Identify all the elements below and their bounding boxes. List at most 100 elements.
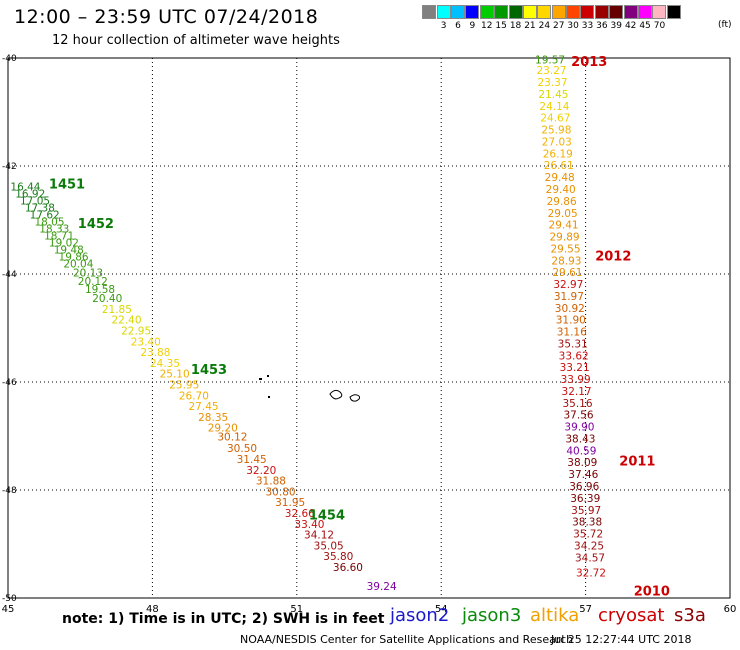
scale-color — [609, 5, 624, 19]
pass-number-label: 1451 — [49, 178, 85, 193]
scale-swatch: 36 — [594, 5, 609, 32]
wave-height-label: 19.02 — [49, 237, 79, 249]
scale-swatch: 39 — [609, 5, 624, 32]
scale-swatch: 9 — [465, 5, 480, 32]
scale-color — [666, 5, 681, 19]
wave-height-label: 25.10 — [160, 369, 190, 381]
scale-label: 27 — [552, 21, 565, 31]
wave-height-label: 32.17 — [562, 386, 592, 398]
wave-height-label: 40.59 — [566, 445, 596, 457]
scale-swatch: 12 — [479, 5, 494, 32]
wave-height-label: 24.67 — [540, 113, 570, 125]
scale-label: 39 — [610, 21, 622, 31]
scale-label: 45 — [639, 21, 651, 31]
wave-height-label: 30.80 — [266, 486, 296, 498]
wave-height-label: 29.55 — [550, 243, 580, 255]
wave-height-label: 21.45 — [538, 89, 568, 101]
wave-height-label: 29.86 — [547, 196, 577, 208]
wave-height-label: 16.44 — [10, 181, 40, 193]
scale-swatch: 70 — [652, 5, 667, 32]
scale-color — [623, 5, 638, 19]
wave-height-label: 37.56 — [563, 410, 593, 422]
scale-color — [436, 5, 451, 19]
scale-swatch: 18 — [508, 5, 523, 32]
scale-swatch: 27 — [551, 5, 566, 32]
wave-height-label: 25.95 — [169, 379, 199, 391]
wave-height-label: 17.38 — [25, 202, 55, 214]
wave-height-label: 19.58 — [85, 284, 115, 296]
wave-height-label: 20.12 — [78, 276, 108, 288]
scale-color — [422, 5, 437, 19]
pass-number-label: 2010 — [634, 584, 670, 599]
scale-swatch — [422, 5, 437, 32]
scale-label: 36 — [596, 21, 608, 31]
wave-height-label: 25.98 — [541, 125, 571, 137]
wave-height-label: 33.21 — [560, 362, 590, 374]
page-subtitle: 12 hour collection of altimeter wave hei… — [52, 33, 340, 48]
wave-height-label: 34.25 — [574, 540, 604, 552]
scale-color — [594, 5, 609, 19]
x-tick-label: 45 — [2, 604, 15, 615]
scale-label: 15 — [495, 21, 507, 31]
scale-color — [479, 5, 494, 19]
y-tick-label: -46 — [2, 378, 17, 388]
wave-height-label: 38.09 — [567, 457, 597, 469]
scale-color — [537, 5, 552, 19]
scale-swatch: 21 — [522, 5, 537, 32]
wave-height-label: 30.92 — [555, 303, 585, 315]
scale-label: 30 — [567, 21, 579, 31]
wave-height-label: 37.46 — [568, 469, 598, 481]
scale-swatch: 30 — [566, 5, 581, 32]
y-tick-label: -50 — [2, 594, 17, 604]
scale-color — [450, 5, 465, 19]
wave-height-label: 20.40 — [92, 293, 122, 305]
wave-height-label: 32.72 — [576, 567, 606, 579]
island-dot — [267, 375, 269, 377]
pass-number-label: 2013 — [571, 55, 607, 70]
scale-color — [551, 5, 566, 19]
scale-color — [494, 5, 509, 19]
wave-height-label: 27.03 — [542, 136, 572, 148]
wave-height-label: 16.92 — [15, 188, 45, 200]
satellite-s3a: s3a — [674, 605, 706, 626]
wave-height-label: 29.61 — [552, 267, 582, 279]
wave-height-label: 35.80 — [323, 551, 353, 563]
scale-label: 24 — [538, 21, 551, 31]
scale-color — [638, 5, 653, 19]
wave-height-label: 23.27 — [537, 65, 567, 77]
wave-height-label: 31.88 — [256, 476, 286, 488]
scale-color — [580, 5, 595, 19]
wave-height-label: 38.38 — [572, 517, 602, 529]
wave-height-label: 26.19 — [543, 148, 573, 160]
scale-color — [522, 5, 537, 19]
scale-label: 3 — [440, 21, 447, 31]
scale-label: 9 — [469, 21, 476, 31]
wave-height-label: 21.85 — [102, 304, 132, 316]
pass-number-label: 1453 — [191, 363, 227, 378]
wave-height-label: 18.71 — [44, 230, 74, 242]
wave-height-label: 19.57 — [535, 54, 565, 66]
scale-swatch: 42 — [623, 5, 638, 32]
wave-height-label: 17.05 — [20, 195, 50, 207]
scale-label: 21 — [524, 21, 536, 31]
wave-height-label: 29.48 — [545, 172, 575, 184]
scale-swatch: 15 — [494, 5, 509, 32]
island-dot — [268, 396, 270, 398]
island-outline — [329, 389, 343, 400]
wave-height-label: 36.39 — [570, 493, 600, 505]
x-tick-label: 57 — [579, 604, 592, 615]
scale-swatch: 45 — [638, 5, 653, 32]
wave-height-label: 31.97 — [554, 291, 584, 303]
scale-label: 18 — [509, 21, 522, 31]
wave-height-label: 28.35 — [198, 412, 228, 424]
wave-height-label: 33.99 — [561, 374, 591, 386]
wave-height-label: 33.40 — [294, 519, 324, 531]
wave-height-label: 19.48 — [54, 244, 84, 256]
scale-label: 33 — [581, 21, 594, 31]
generated-timestamp: Jul 25 12:27:44 UTC 2018 — [551, 633, 692, 646]
x-tick-label: 51 — [290, 604, 303, 615]
island-dot — [259, 378, 262, 380]
scale-swatch: 6 — [450, 5, 465, 32]
wave-height-label: 24.35 — [150, 358, 180, 370]
